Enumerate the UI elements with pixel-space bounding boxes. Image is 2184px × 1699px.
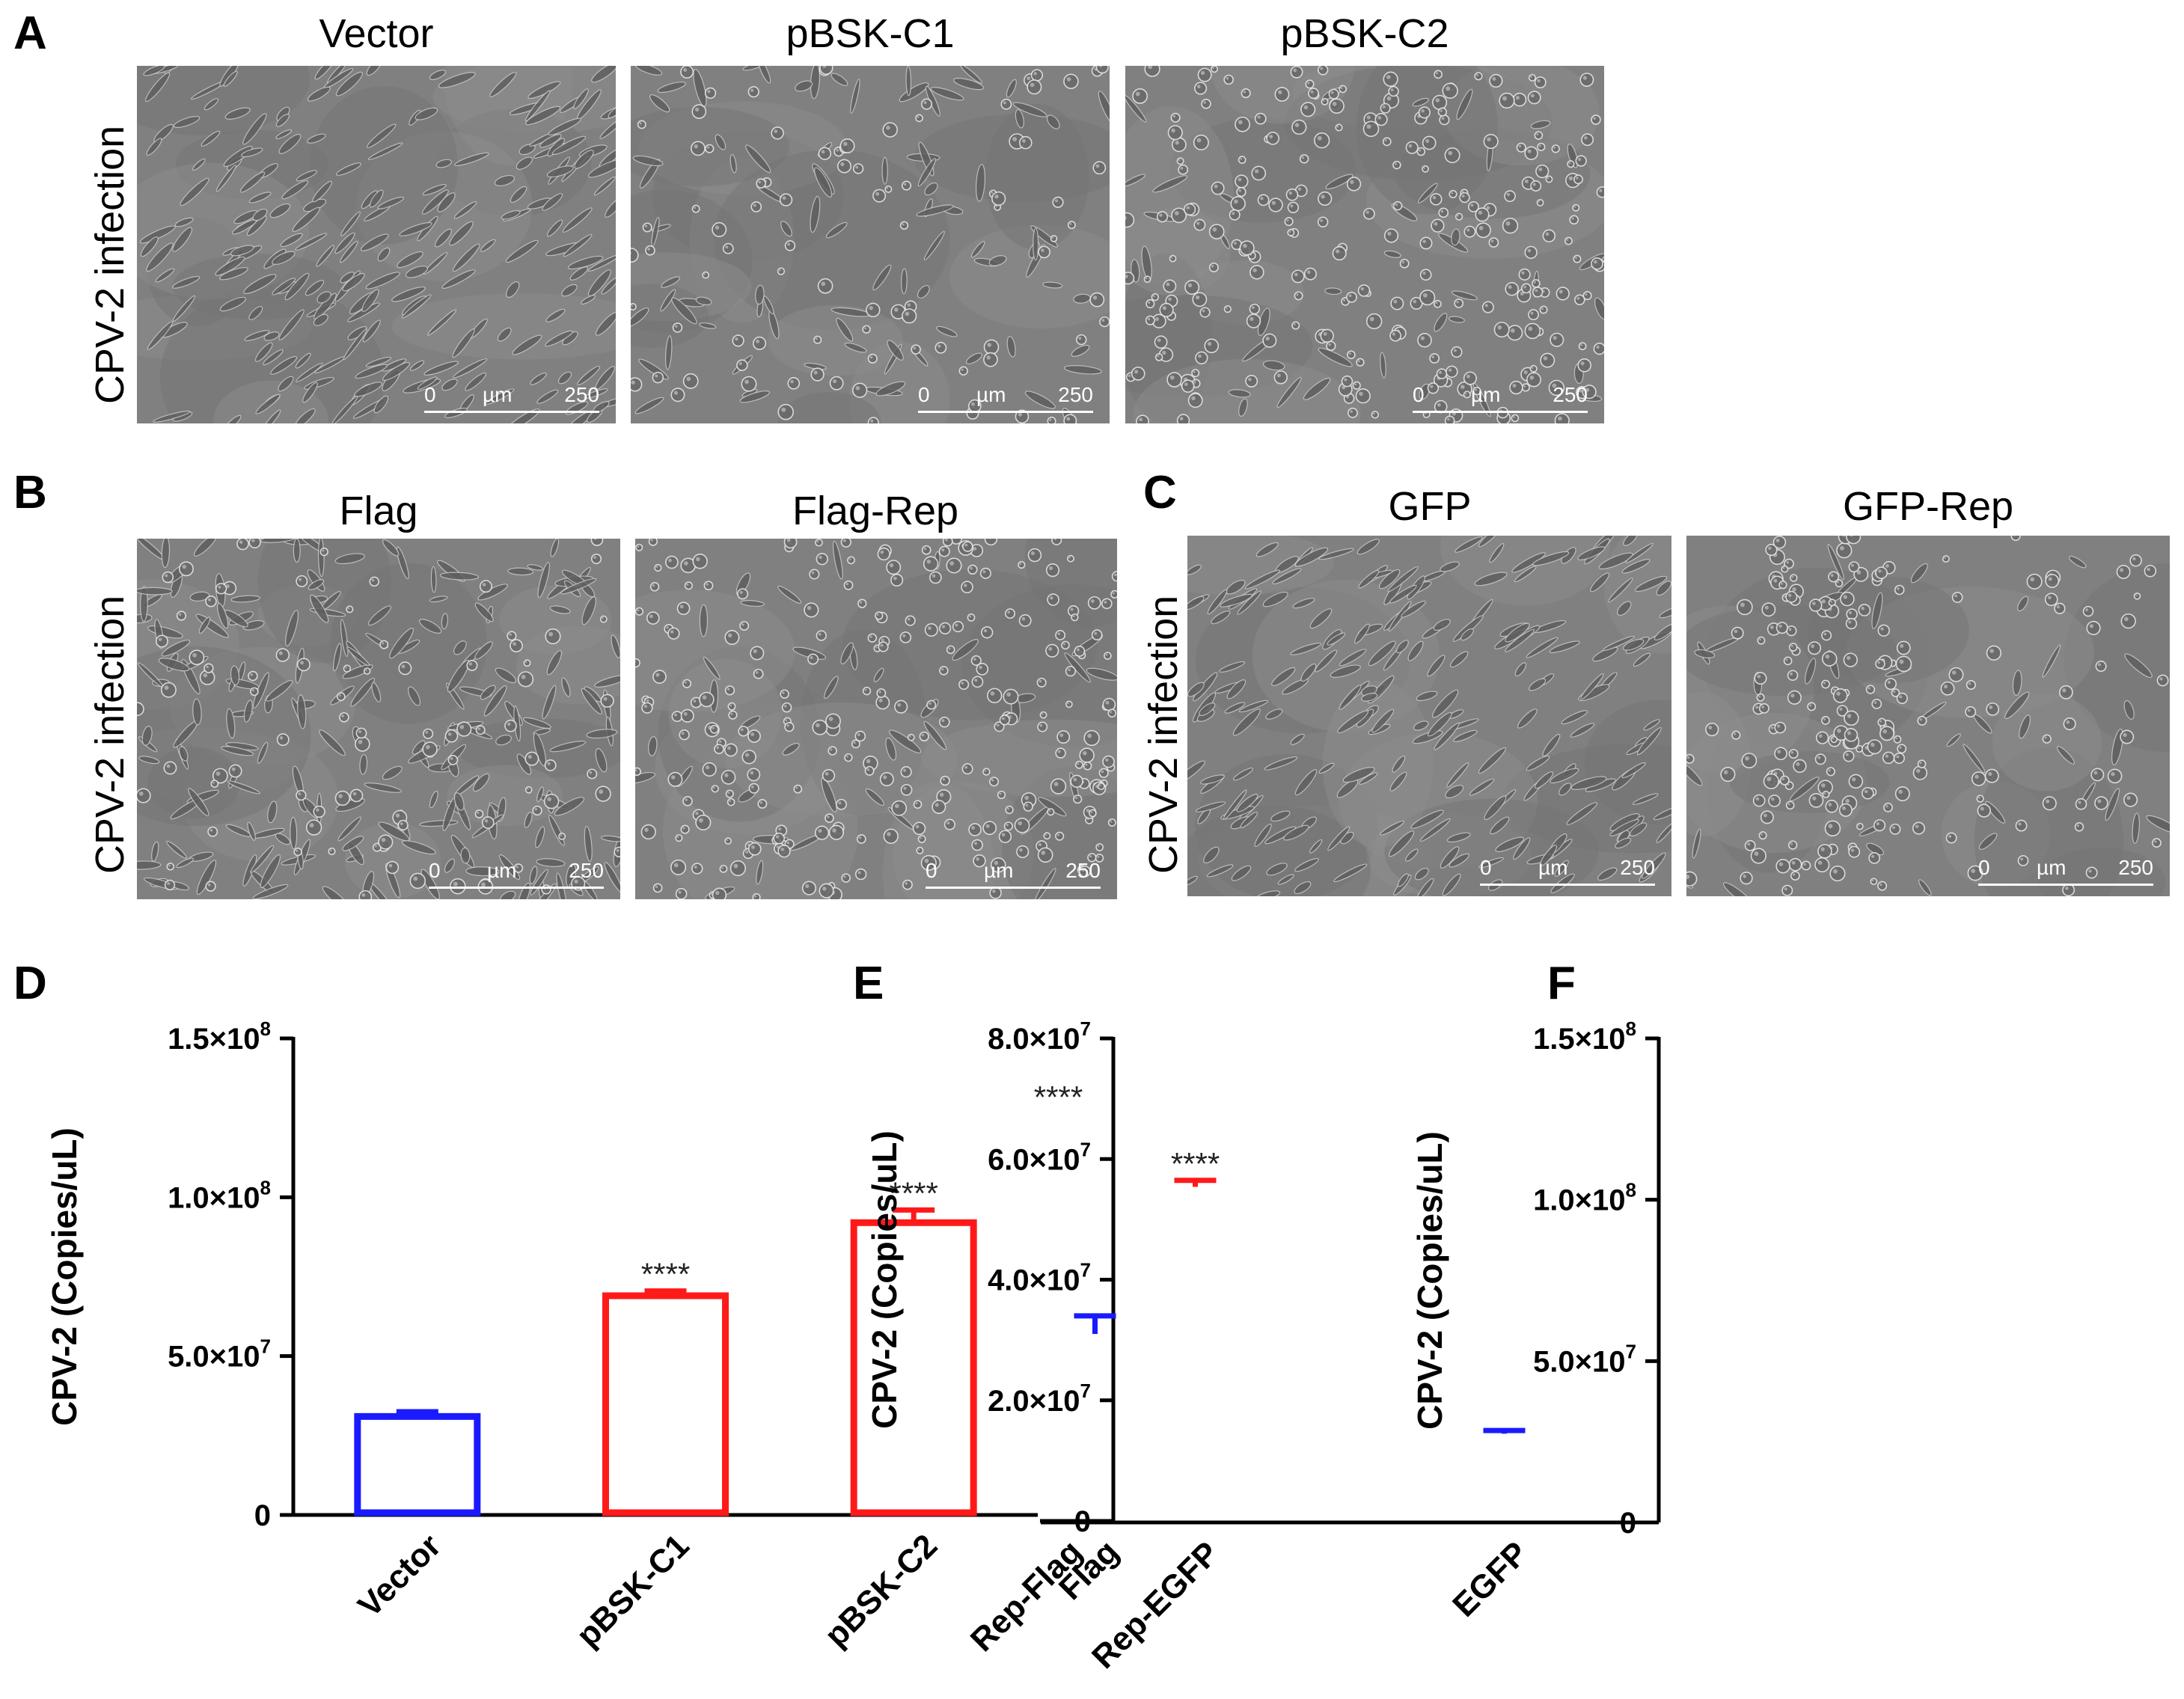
chart-d: 0 5.0×107 1.0×108 1.5×108 CPV-2 (Copies/uL) V… xyxy=(0,995,1038,1698)
image-title-gfp-rep: GFP-Rep xyxy=(1842,484,2014,529)
image-title-gfp: GFP xyxy=(1388,484,1472,529)
panel-letter-b: B xyxy=(13,467,47,518)
scale-bar: 0 µm 250 xyxy=(1972,857,2159,890)
micrograph-vector: 0 µm 250 xyxy=(137,66,616,423)
image-title-pbsk-c1: pBSK-C1 xyxy=(786,11,955,56)
panel-letter-d: D xyxy=(13,958,47,1009)
micrograph-pbsk-c2: 0 µm 250 xyxy=(1125,66,1604,423)
scale-bar: 0 µm 250 xyxy=(1407,385,1594,417)
y-tick-label: 1.0×108 xyxy=(1533,1179,1636,1217)
chart-svg: 0 5.0×107 1.0×108 1.5×108 CPV-2 (Copies/uL) V… xyxy=(45,1017,1038,1654)
y-tick-label: 4.0×107 xyxy=(988,1259,1091,1297)
y-tick-label: 2.0×107 xyxy=(988,1380,1091,1418)
bar xyxy=(354,1412,481,1516)
significance-label: **** xyxy=(641,1257,690,1292)
image-title-pbsk-c2: pBSK-C2 xyxy=(1280,11,1449,56)
micrograph-gfp-rep: 0 µm 250 xyxy=(1686,536,2170,896)
scale-bar: 0 µm 250 xyxy=(423,860,610,893)
y-axis-label: CPV-2 (Copies/uL) xyxy=(45,1127,84,1426)
micrograph-texture xyxy=(635,539,1117,899)
significance-label: **** xyxy=(889,1175,937,1210)
scale-bar: 0 µm 250 xyxy=(1474,857,1661,890)
micrograph-texture xyxy=(1125,66,1604,423)
row-label-c: CPV-2 infection xyxy=(1141,595,1186,874)
scale-bar: 0 µm 250 xyxy=(920,860,1107,893)
x-tick-label: pBSK-C1 xyxy=(569,1527,696,1653)
y-tick-label: 0 xyxy=(1620,1507,1636,1540)
micrograph-gfp: 0 µm 250 xyxy=(1187,536,1671,896)
image-title-flag-rep: Flag-Rep xyxy=(792,489,959,533)
chart-f: 0 5.0×107 1.0×108 1.5×108 CPV-2 (Copies/uL) E… xyxy=(1041,995,2184,1698)
micrograph-texture xyxy=(631,66,1110,423)
image-title-vector: Vector xyxy=(319,11,434,56)
y-tick-label: 6.0×107 xyxy=(988,1138,1091,1176)
micrograph-texture xyxy=(137,66,616,423)
panel-letter-a: A xyxy=(13,7,47,59)
bar xyxy=(602,1292,729,1516)
x-tick-label: Vector xyxy=(351,1527,448,1624)
y-tick-label: 1.0×108 xyxy=(168,1176,271,1214)
row-label-b: CPV-2 infection xyxy=(88,595,132,874)
scale-bar: 0 µm 250 xyxy=(418,385,605,417)
panel-letter-c: C xyxy=(1143,467,1177,518)
image-title-flag: Flag xyxy=(339,489,418,533)
y-tick-label: 1.5×108 xyxy=(168,1017,271,1056)
micrograph-flag-rep: 0 µm 250 xyxy=(635,539,1117,899)
micrograph-flag: 0 µm 250 xyxy=(137,539,620,899)
y-tick-label: 0 xyxy=(254,1499,271,1532)
scale-bar: 0 µm 250 xyxy=(912,385,1099,417)
micrograph-pbsk-c1: 0 µm 250 xyxy=(631,66,1110,423)
y-axis-label: CPV-2 (Copies/uL) xyxy=(1410,1131,1449,1430)
y-tick-label: 5.0×107 xyxy=(168,1335,271,1374)
y-tick-label: 1.5×108 xyxy=(1533,1017,1636,1056)
panel-letter-f: F xyxy=(1547,958,1576,1009)
micrograph-texture xyxy=(1686,536,2170,896)
micrograph-texture xyxy=(137,539,620,899)
micrograph-texture xyxy=(1187,536,1671,896)
y-tick-label: 5.0×107 xyxy=(1533,1340,1636,1378)
y-tick-label: 8.0×107 xyxy=(988,1017,1091,1056)
significance-label: **** xyxy=(1034,1080,1083,1115)
significance-label: **** xyxy=(1171,1146,1220,1181)
y-axis-label: CPV-2 (Copies/uL) xyxy=(865,1130,904,1429)
row-label-a: CPV-2 infection xyxy=(88,125,132,404)
panel-letter-e: E xyxy=(853,958,884,1009)
